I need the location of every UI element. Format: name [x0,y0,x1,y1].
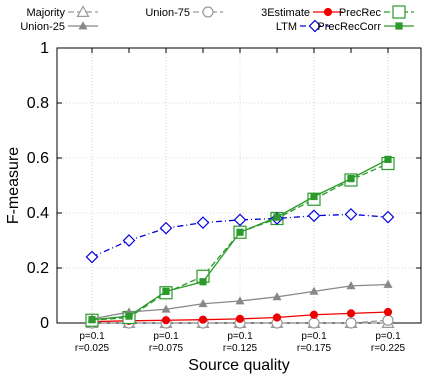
data-point [122,234,136,247]
legend-item: Majority [26,5,98,19]
series-precreccorr [88,155,392,324]
series-layer [85,155,395,329]
x-tick-label: p=0.1 [301,331,327,342]
y-tick-label: 0.6 [27,150,49,167]
legend-marker [202,6,214,18]
data-point [161,316,171,325]
data-point [161,304,171,313]
data-point [198,299,208,308]
data-point [347,175,355,183]
y-tick-label: 0.8 [27,95,49,112]
legend: Majority Union-75 3Estimate PrecRec Union-25… [20,5,414,33]
data-point [383,279,393,288]
x-tick-label: r=0.075 [149,343,184,354]
legend-label: PrecRec [339,7,382,19]
data-point [383,307,393,317]
data-point [199,278,207,286]
legend-marker [76,5,90,17]
legend-item: PrecRec [339,5,414,19]
plot-frame [56,47,422,324]
legend-label: Union-25 [20,21,65,33]
legend-label: Union-75 [145,7,190,19]
x-tick-label: p=0.1 [153,331,179,342]
data-point [125,312,133,320]
legend-item: PrecRecCorr [317,21,414,33]
y-tick-label: 0.2 [27,260,49,277]
x-tick-label: p=0.1 [79,331,105,342]
series-line [91,162,389,321]
y-tick-label: 0.4 [27,205,49,222]
data-point [85,250,99,264]
legend-label: Majority [26,7,65,19]
y-axis-title: F-measure [5,147,22,224]
data-point [88,316,96,324]
legend-marker [395,22,403,30]
legend-marker [323,7,333,17]
legend-marker [78,21,88,30]
data-point [345,317,357,329]
data-point [308,317,320,329]
x-tick-label: p=0.1 [227,331,253,342]
data-point [382,314,394,326]
data-point [384,155,392,163]
data-point [344,208,358,221]
legend-label: LTM [276,21,297,33]
data-point [346,309,356,318]
data-point [196,216,210,229]
data-point [272,313,282,322]
x-tick-label: r=0.225 [371,343,406,354]
legend-marker [308,19,322,33]
grid [57,48,421,323]
data-point [309,286,319,295]
legend-item: LTM [276,19,330,33]
legend-marker [392,5,406,19]
x-axis: p=0.1r=0.025p=0.1r=0.075p=0.1r=0.125p=0.… [75,48,406,354]
legend-label: PrecRecCorr [317,21,381,33]
y-axis: 0 0.2 0.4 0.6 0.8 1 [27,40,421,332]
y-tick-label: 0 [40,315,49,332]
series-ltm [85,208,395,264]
data-point [307,209,321,223]
data-point [309,310,319,319]
legend-label: 3Estimate [261,7,310,19]
data-point [273,213,281,221]
data-point [235,296,245,305]
x-tick-label: p=0.1 [375,331,401,342]
legend-item: Union-25 [20,21,98,33]
series-line [91,213,389,258]
data-point [198,315,208,324]
x-tick-label: r=0.125 [223,343,258,354]
data-point [159,221,173,235]
y-tick-label: 1 [40,40,49,57]
x-axis-title: Source quality [188,357,289,374]
x-tick-label: r=0.175 [297,343,332,354]
data-point [235,314,245,323]
data-point [272,292,282,301]
data-point [233,213,247,227]
data-point [381,210,395,224]
legend-item: 3Estimate [261,7,343,19]
x-tick-label: r=0.025 [75,343,110,354]
data-point [346,281,356,290]
data-point [310,192,318,201]
legend-item: Union-75 [145,6,223,19]
data-point [236,228,244,236]
data-point [162,287,170,295]
